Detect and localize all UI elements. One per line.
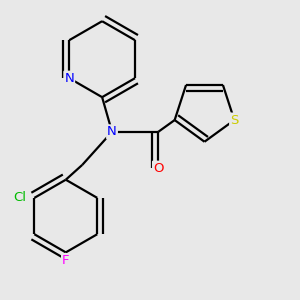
Text: N: N: [64, 72, 74, 85]
Text: Cl: Cl: [13, 191, 26, 204]
Text: O: O: [153, 162, 164, 175]
Text: N: N: [107, 125, 117, 138]
Text: S: S: [230, 114, 238, 127]
Text: F: F: [62, 254, 70, 267]
